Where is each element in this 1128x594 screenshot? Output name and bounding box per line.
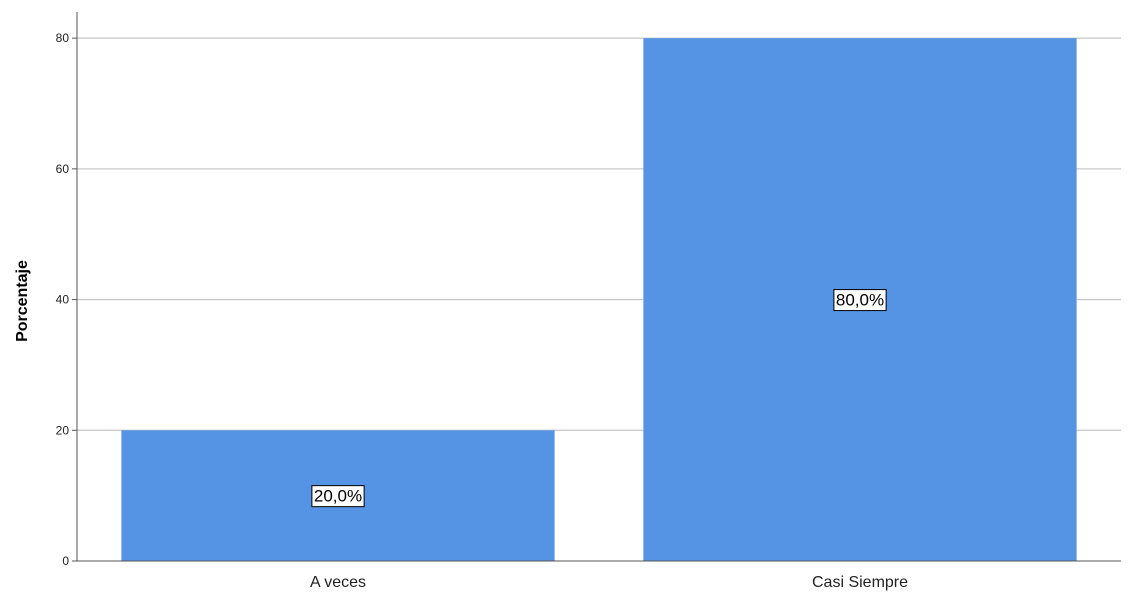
data-label-text: 20,0% [314, 487, 362, 506]
data-label-box [311, 485, 365, 508]
data-label: 80,0% [833, 289, 887, 312]
data-labels: 20,0% 80,0% [311, 289, 887, 508]
x-tick-label: A veces [310, 574, 366, 591]
x-tick-label: Casi Siempre [812, 574, 908, 591]
data-label-box [833, 289, 887, 312]
y-tick-label: 20 [56, 423, 70, 437]
data-label: 20,0% [311, 485, 365, 508]
y-tick-label: 80 [56, 31, 70, 45]
y-axis-label: Porcentaje [14, 260, 31, 342]
data-label-text: 80,0% [836, 291, 884, 310]
y-tick-label: 60 [56, 162, 70, 176]
y-tick-label: 40 [56, 293, 70, 307]
axes: 0 20 40 60 80 A veces Casi Siempre [56, 12, 1121, 591]
y-tick-label: 0 [62, 554, 69, 568]
